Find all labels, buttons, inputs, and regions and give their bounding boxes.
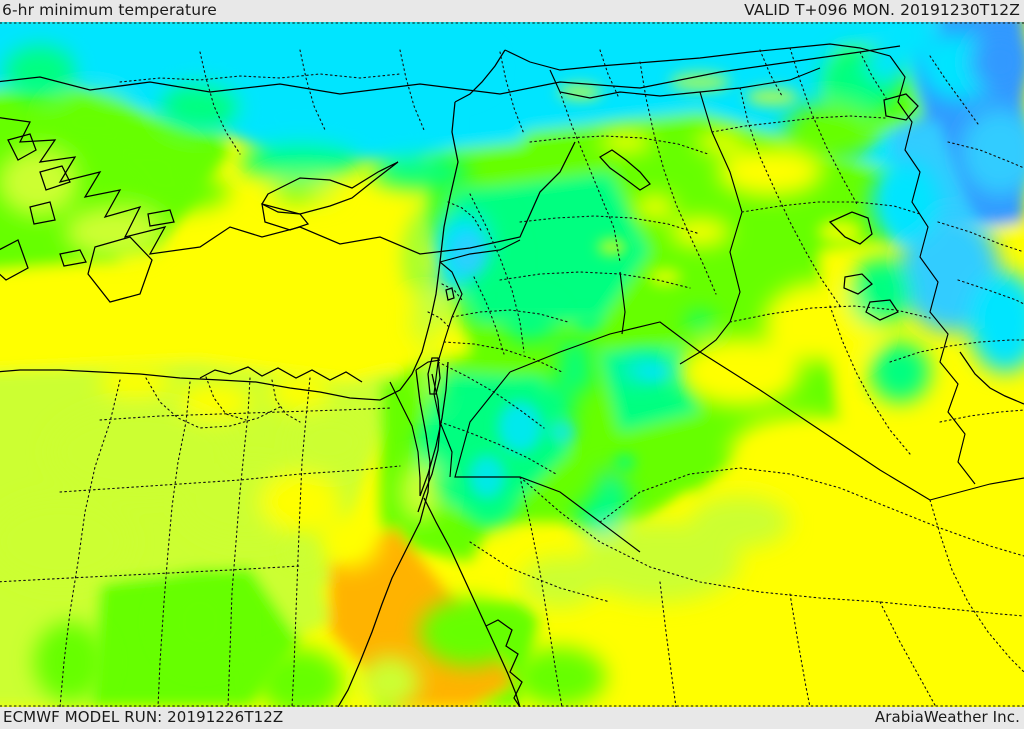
syria-iraq-border <box>679 91 743 365</box>
page-title: 6-hr minimum temperature <box>2 1 217 19</box>
admin-border <box>227 377 251 707</box>
admin-border <box>439 421 557 475</box>
dead-sea <box>427 357 441 395</box>
admin-border <box>499 271 691 289</box>
admin-border <box>729 305 931 323</box>
admin-border <box>929 499 1024 673</box>
lake-assad <box>599 149 651 191</box>
admin-border <box>299 49 327 133</box>
lake-razazah <box>865 299 899 321</box>
admin-border <box>789 593 811 707</box>
admin-border <box>829 305 911 455</box>
cyprus-south <box>261 203 310 231</box>
model-run-label: ECMWF MODEL RUN: 20191226T12Z <box>3 708 284 726</box>
admin-border <box>157 381 191 707</box>
admin-border <box>291 377 311 707</box>
admin-border <box>957 279 1024 305</box>
admin-border <box>119 73 401 83</box>
admin-border <box>947 141 1024 169</box>
admin-border <box>599 49 619 97</box>
footer-bar: ECMWF MODEL RUN: 20191226T12Z ArabiaWeat… <box>0 707 1024 729</box>
island <box>39 165 71 191</box>
admin-border <box>145 377 283 429</box>
island <box>147 209 175 227</box>
cyprus-island <box>261 161 399 215</box>
temperature-map[interactable] <box>0 22 1024 707</box>
admin-border <box>937 221 1024 253</box>
egypt-israel-border <box>415 359 441 371</box>
lake-habbaniyah <box>843 273 873 295</box>
island <box>29 201 56 225</box>
israel-lebanon-border <box>439 239 521 263</box>
red-sea-east-coast <box>423 497 521 707</box>
lake-van <box>883 93 919 121</box>
header-bar: 6-hr minimum temperature VALID T+096 MON… <box>0 0 1024 22</box>
gulf-of-suez <box>417 373 441 513</box>
admin-border <box>739 87 841 307</box>
crete-island <box>87 236 153 303</box>
saudi-kuwait-border <box>929 477 1024 501</box>
admin-border <box>759 49 783 97</box>
admin-border <box>271 379 301 423</box>
iran-iraq-border <box>889 55 976 485</box>
lake-tharthar <box>828 211 873 245</box>
sea-of-galilee <box>445 287 455 301</box>
syria-internal-border <box>619 271 626 335</box>
island <box>0 239 29 281</box>
admin-border <box>451 309 569 323</box>
credit-label: ArabiaWeather Inc. <box>874 708 1020 726</box>
admin-border <box>889 339 1024 363</box>
island <box>59 249 87 267</box>
saudi-coast-detail <box>485 619 523 707</box>
admin-border <box>529 135 709 155</box>
admin-border <box>711 115 886 133</box>
admin-border <box>399 49 425 131</box>
island <box>7 133 37 161</box>
levant-egypt-coast <box>0 101 459 401</box>
admin-border <box>519 476 1024 617</box>
admin-border <box>659 581 677 707</box>
nile-delta-coast <box>199 366 363 383</box>
admin-border <box>443 341 563 373</box>
admin-border <box>469 541 611 603</box>
admin-border <box>427 311 451 329</box>
map-raster <box>0 22 1024 707</box>
admin-border <box>741 201 921 215</box>
admin-border <box>205 376 247 421</box>
admin-border <box>859 51 887 99</box>
red-sea-west-coast <box>337 369 431 707</box>
admin-border <box>0 565 301 583</box>
admin-border <box>437 361 545 429</box>
gulf-of-aqaba <box>419 361 449 497</box>
turkey-south-coast <box>0 117 576 255</box>
admin-border <box>99 407 393 421</box>
admin-border <box>469 193 525 353</box>
black-sea-coast <box>0 45 901 95</box>
admin-border <box>473 276 505 355</box>
persian-gulf-coast <box>959 351 1024 405</box>
admin-border <box>519 215 701 235</box>
turkey-iraq-border <box>549 67 821 99</box>
admin-border <box>499 51 525 135</box>
sinai-west-border <box>389 381 421 496</box>
valid-time-label: VALID T+096 MON. 20191230T12Z <box>744 1 1020 19</box>
admin-border <box>929 55 979 125</box>
admin-border <box>519 476 563 707</box>
syria-coast <box>454 49 506 103</box>
admin-border <box>599 467 1024 557</box>
admin-border <box>199 51 241 155</box>
israel-jordan-border <box>433 261 463 478</box>
admin-border <box>789 47 859 207</box>
syria-jordan-border <box>509 321 701 373</box>
admin-border <box>441 283 463 301</box>
admin-border <box>939 409 1024 423</box>
admin-border <box>559 91 621 263</box>
iraq-saudi-border <box>699 351 931 501</box>
admin-border <box>59 379 121 707</box>
turkey-syria-border <box>504 43 891 71</box>
admin-border <box>447 201 483 233</box>
admin-border <box>879 601 937 707</box>
